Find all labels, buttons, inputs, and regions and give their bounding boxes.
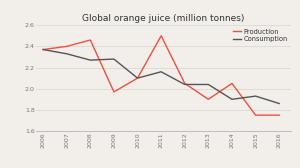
- Production: [112, 91, 116, 93]
- Consumption: [136, 77, 139, 79]
- Production: [207, 98, 210, 100]
- Production: [230, 82, 234, 85]
- Line: Production: Production: [43, 36, 279, 115]
- Consumption: [88, 59, 92, 61]
- Consumption: [230, 98, 234, 100]
- Production: [136, 77, 139, 79]
- Production: [88, 39, 92, 41]
- Legend: Production, Consumption: Production, Consumption: [233, 29, 288, 42]
- Production: [41, 49, 45, 51]
- Consumption: [41, 49, 45, 51]
- Title: Global orange juice (million tonnes): Global orange juice (million tonnes): [82, 14, 245, 23]
- Production: [254, 114, 257, 116]
- Consumption: [112, 58, 116, 60]
- Consumption: [278, 102, 281, 104]
- Consumption: [183, 83, 187, 86]
- Line: Consumption: Consumption: [43, 50, 279, 103]
- Production: [159, 35, 163, 37]
- Consumption: [254, 95, 257, 97]
- Consumption: [207, 83, 210, 86]
- Production: [65, 45, 68, 47]
- Production: [278, 114, 281, 116]
- Consumption: [65, 53, 68, 55]
- Consumption: [159, 71, 163, 73]
- Production: [183, 82, 187, 85]
